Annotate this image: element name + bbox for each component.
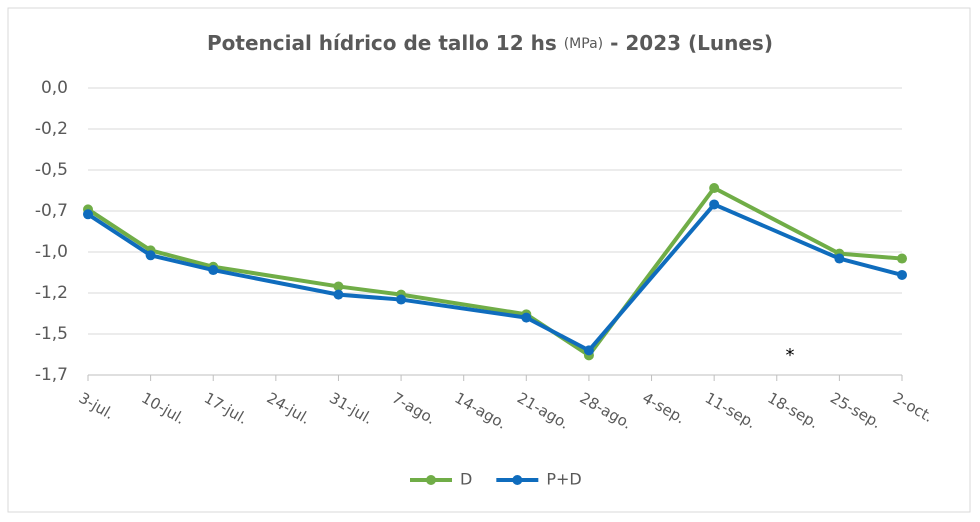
legend-label: P+D bbox=[546, 470, 581, 489]
point bbox=[333, 281, 344, 292]
y-tick-label: -1,0 bbox=[35, 242, 68, 262]
annotation: * bbox=[786, 345, 795, 366]
series-line bbox=[399, 297, 529, 320]
point bbox=[583, 345, 594, 356]
point bbox=[396, 294, 407, 305]
series-line bbox=[399, 292, 529, 317]
point bbox=[834, 253, 845, 264]
series-line bbox=[86, 207, 153, 253]
series-line bbox=[837, 251, 904, 261]
point bbox=[521, 312, 532, 323]
series-line bbox=[524, 315, 591, 353]
legend-marker bbox=[512, 475, 523, 485]
point bbox=[709, 183, 720, 194]
series-line bbox=[148, 253, 216, 273]
point bbox=[145, 250, 156, 261]
legend-marker bbox=[426, 475, 436, 485]
title-unit: (MPa) bbox=[564, 36, 603, 52]
title-suffix: - 2023 (Lunes) bbox=[610, 31, 773, 55]
point bbox=[333, 289, 344, 300]
point bbox=[897, 269, 907, 280]
series-line bbox=[586, 202, 717, 353]
y-tick-label: 0,0 bbox=[41, 78, 68, 98]
series-line bbox=[86, 212, 153, 258]
point bbox=[709, 199, 720, 210]
point bbox=[897, 253, 907, 264]
series-line bbox=[712, 186, 842, 256]
y-tick-label: -0,2 bbox=[35, 119, 68, 139]
chart-frame bbox=[7, 7, 971, 513]
y-tick-label: -0,5 bbox=[35, 160, 68, 180]
series-line bbox=[211, 264, 341, 289]
y-tick-label: -0,7 bbox=[35, 201, 68, 221]
series-line bbox=[837, 256, 904, 277]
series-line bbox=[211, 268, 341, 297]
title-main: Potencial hídrico de tallo 12 hs bbox=[207, 31, 557, 55]
point bbox=[83, 209, 93, 220]
point bbox=[208, 265, 219, 276]
y-tick-label: -1,2 bbox=[35, 283, 68, 303]
y-tick-label: -1,5 bbox=[35, 324, 68, 344]
series-line bbox=[336, 284, 404, 297]
series-line bbox=[712, 202, 842, 261]
y-tick-label: -1,7 bbox=[35, 365, 68, 385]
series-line bbox=[336, 292, 404, 302]
series-line bbox=[148, 248, 216, 269]
legend-label: D bbox=[460, 470, 472, 489]
chart-title: Potencial hídrico de tallo 12 hs (MPa) -… bbox=[207, 31, 773, 55]
